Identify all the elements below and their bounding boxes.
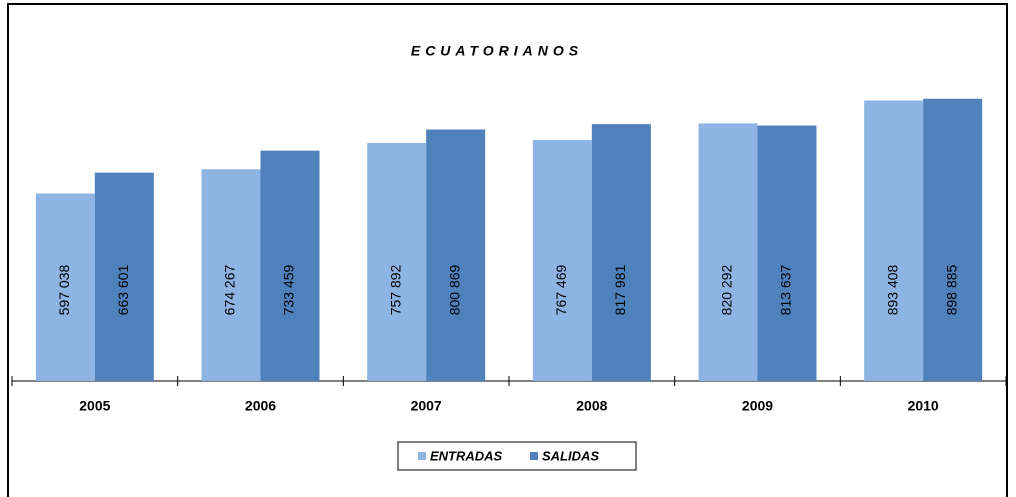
legend-box	[397, 441, 637, 471]
data-label: 733 459	[281, 264, 297, 315]
bar	[94, 172, 154, 381]
x-tick-label: 2009	[742, 398, 773, 414]
data-label: 674 267	[222, 264, 238, 315]
bar	[698, 123, 758, 381]
legend-swatch	[418, 452, 426, 460]
bar	[532, 140, 592, 381]
bar	[923, 98, 983, 381]
data-label: 597 038	[56, 264, 72, 315]
bar	[426, 129, 486, 381]
bar	[591, 124, 651, 382]
legend-label: SALIDAS	[542, 448, 599, 463]
data-label: 813 637	[778, 264, 794, 315]
chart-title: ECUATORIANOS	[411, 43, 583, 59]
data-label: 893 408	[884, 264, 900, 315]
x-tick-label: 2010	[908, 398, 939, 414]
bar	[864, 100, 924, 382]
x-tick-label: 2005	[79, 398, 110, 414]
legend-swatch	[530, 452, 538, 460]
data-label: 820 292	[719, 264, 735, 315]
data-label: 663 601	[115, 264, 131, 315]
data-label: 767 469	[553, 264, 569, 315]
legend-label: ENTRADAS	[430, 448, 503, 463]
x-tick-label: 2008	[576, 398, 607, 414]
data-label: 800 869	[446, 264, 462, 315]
data-label: 898 885	[943, 264, 959, 315]
data-label: 757 892	[387, 264, 403, 315]
x-tick-label: 2006	[245, 398, 276, 414]
bar	[757, 125, 817, 382]
bar	[367, 143, 427, 381]
data-label: 817 981	[612, 264, 628, 315]
x-tick-label: 2007	[411, 398, 442, 414]
frame	[7, 3, 1008, 497]
bar	[201, 169, 261, 381]
bar	[260, 150, 320, 381]
bar	[35, 193, 95, 381]
